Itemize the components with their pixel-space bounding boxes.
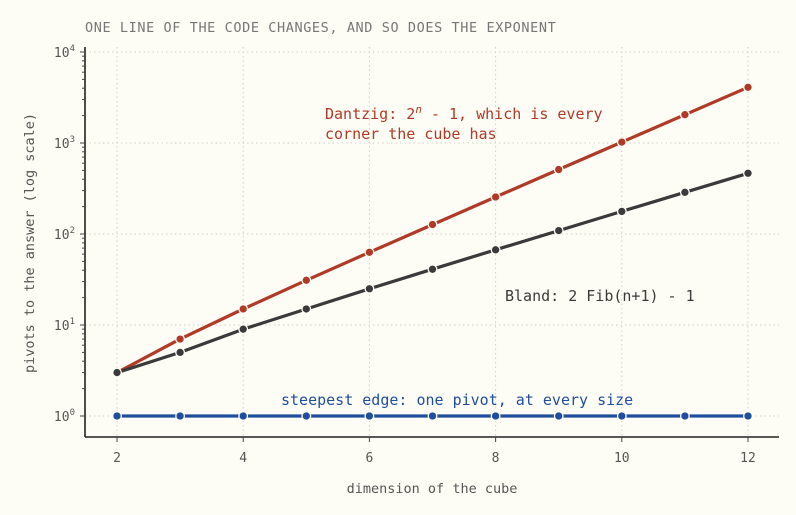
dantzig-data-point	[427, 219, 438, 230]
dantzig-data-point	[553, 164, 564, 175]
bland-data-point	[364, 283, 375, 294]
y-tick-label: 101	[54, 317, 75, 334]
bland-data-point	[427, 264, 438, 275]
steepest-data-point	[490, 411, 501, 421]
dantzig-annotation-line2: corner the cube has	[325, 125, 497, 143]
dantzig-data-point	[616, 137, 627, 148]
dantzig-data-point	[743, 82, 753, 93]
bland-data-point	[553, 225, 564, 236]
dantzig-data-point	[679, 109, 690, 120]
x-tick-label: 2	[113, 451, 121, 466]
bland-data-point	[112, 367, 122, 378]
dantzig-data-point	[364, 247, 375, 258]
dantzig-annotation: Dantzig: 2n - 1, which is every corner t…	[325, 103, 612, 143]
bland-annotation: Bland: 2 Fib(n+1) - 1	[505, 287, 695, 305]
steepest-data-point	[743, 411, 753, 421]
series-layer	[112, 82, 753, 421]
steepest-data-point	[679, 411, 690, 421]
y-tick-exponent: 0	[70, 408, 75, 418]
bland-data-point	[238, 324, 249, 335]
y-tick-exponent: 1	[70, 317, 75, 327]
y-tick-label: 100	[54, 408, 75, 425]
y-tick-label: 102	[54, 226, 75, 243]
steepest-data-point	[238, 411, 249, 421]
dantzig-annotation-line1-prefix: Dantzig: 2	[325, 105, 415, 123]
dantzig-data-point	[238, 304, 249, 314]
y-tick-exponent: 3	[70, 135, 75, 145]
x-tick-label: 6	[365, 451, 373, 466]
bland-data-point	[175, 347, 186, 358]
y-tick-base: 10	[54, 46, 70, 61]
dantzig-data-point	[490, 192, 501, 202]
x-tick-label: 10	[614, 451, 630, 466]
y-tick-label: 103	[54, 135, 75, 152]
bland-data-point	[743, 168, 753, 179]
steepest-data-point	[616, 411, 627, 421]
y-axis-label: pivots to the answer (log scale)	[22, 113, 38, 373]
dantzig-annotation-superscript: n	[415, 103, 422, 116]
axes-layer	[84, 47, 779, 438]
chart-title: ONE LINE OF THE CODE CHANGES, AND SO DOE…	[85, 20, 556, 36]
annotation-layer: Dantzig: 2n - 1, which is every corner t…	[281, 103, 695, 409]
y-tick-exponent: 4	[70, 44, 75, 54]
x-tick-label: 4	[239, 451, 247, 466]
dantzig-annotation-line1-suffix: - 1, which is every	[422, 105, 603, 123]
bland-data-point	[490, 244, 501, 255]
steepest-data-point	[301, 411, 312, 421]
x-tick-label: 12	[740, 451, 756, 466]
steepest-data-point	[553, 411, 564, 421]
x-tick-label: 8	[492, 451, 500, 466]
bland-data-point	[301, 304, 312, 314]
steepest-data-point	[427, 411, 438, 421]
steepest-data-point	[364, 411, 375, 421]
dantzig-data-point	[175, 334, 186, 345]
y-tick-exponent: 2	[70, 226, 75, 236]
steepest-data-point	[175, 411, 186, 421]
dantzig-data-point	[301, 275, 312, 286]
y-tick-base: 10	[54, 137, 70, 152]
x-axis-label: dimension of the cube	[347, 481, 518, 497]
y-tick-base: 10	[54, 319, 70, 334]
y-tick-base: 10	[54, 228, 70, 243]
y-tick-label: 104	[54, 44, 75, 61]
bland-data-point	[616, 206, 627, 217]
bland-data-point	[679, 187, 690, 198]
steepest-annotation: steepest edge: one pivot, at every size	[281, 391, 633, 409]
y-tick-base: 10	[54, 410, 70, 425]
steepest-data-point	[112, 411, 122, 421]
